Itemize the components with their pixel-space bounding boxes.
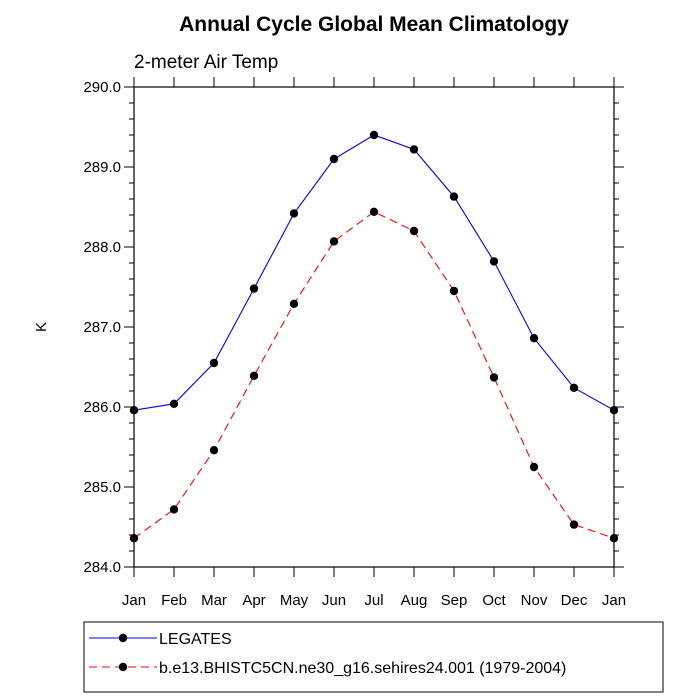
x-tick-label: Jul [364,592,383,609]
data-point-series-0 [409,145,419,154]
data-point-series-1 [289,299,299,308]
data-point-series-0 [289,209,299,218]
data-point-series-0 [209,358,219,368]
plot-frame [133,86,615,568]
x-tick-label: Sep [441,592,468,609]
data-point-series-1 [529,462,539,472]
x-tick-label: Nov [521,592,548,609]
data-point-series-1 [209,446,219,455]
data-point-series-0 [329,154,339,164]
chart-title: Annual Cycle Global Mean Climatology [179,13,569,36]
data-point-series-1 [609,534,619,543]
data-point-series-1 [489,373,499,382]
data-point-series-1 [169,505,179,514]
y-tick-label: 290.0 [83,79,121,96]
axis-ticks [124,77,624,577]
data-point-series-0 [609,406,619,415]
data-point-series-0 [449,192,459,201]
y-axis-label: K [33,322,50,332]
data-point-series-0 [369,130,379,140]
data-point-series-1 [409,226,419,236]
x-tick-label: Jan [602,592,626,609]
data-point-series-1 [449,286,459,296]
y-tick-labels: 284.0 285.0 286.0 287.0 288.0 289.0 290.0 [83,79,121,576]
x-tick-label: Oct [482,592,506,609]
legend-marker-1 [118,662,128,672]
series-layer [129,130,619,543]
data-point-series-0 [129,406,139,415]
y-tick-label: 286.0 [83,399,121,416]
data-point-series-0 [249,284,259,293]
series-line-0 [133,134,615,411]
x-tick-labels: Jan Feb Mar Apr May Jun Jul Aug Sep Oct Nov Dec Jan [122,592,626,609]
data-point-series-0 [489,257,499,266]
data-point-series-1 [249,371,259,380]
data-point-series-0 [169,399,179,408]
x-tick-label: Feb [161,592,187,609]
legend-label-0: LEGATES [159,631,232,648]
chart-subtitle: 2-meter Air Temp [134,52,278,73]
y-tick-label: 285.0 [83,479,121,496]
y-tick-label: 289.0 [83,159,121,176]
y-tick-label: 284.0 [83,559,121,576]
y-tick-label: 287.0 [83,319,121,336]
data-point-series-0 [569,383,579,392]
data-point-series-1 [369,207,379,216]
data-point-series-1 [129,534,139,543]
legend: LEGATES b.e13.BHISTC5CN.ne30_g16.sehires2… [89,631,566,677]
y-tick-label: 288.0 [83,239,121,256]
data-point-series-0 [529,334,539,343]
legend-marker-0 [118,633,128,643]
legend-box [83,621,664,693]
x-tick-label: Jun [322,592,346,609]
legend-label-1: b.e13.BHISTC5CN.ne30_g16.sehires24.001 (… [159,660,566,677]
series-line-1 [133,211,615,539]
x-tick-label: Mar [201,592,227,609]
data-point-series-1 [569,520,579,529]
x-tick-label: Jan [122,592,146,609]
x-tick-label: Dec [561,592,588,609]
x-tick-label: May [280,592,309,609]
x-tick-label: Apr [242,592,265,609]
data-point-series-1 [329,237,339,246]
x-tick-label: Aug [401,592,428,609]
